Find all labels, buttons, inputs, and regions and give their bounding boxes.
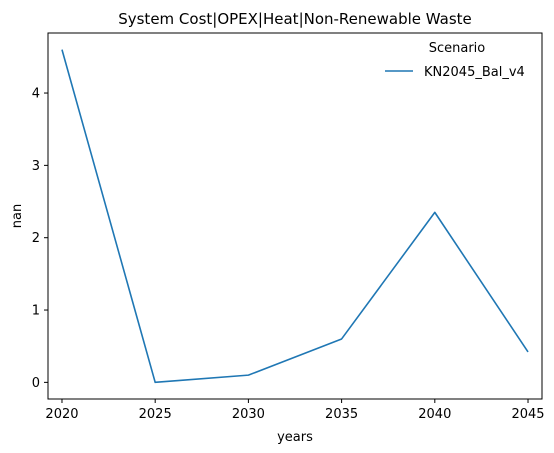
series-line-0 — [61, 49, 529, 384]
x-tick-label: 2030 — [232, 407, 265, 422]
y-tick-label: 2 — [32, 231, 40, 246]
plot-area — [47, 32, 543, 400]
x-axis-label: years — [277, 430, 313, 445]
x-axis: 2020 2025 2030 2035 2040 2045 — [45, 399, 545, 422]
x-tick-label: 2040 — [418, 407, 451, 422]
y-tick-label: 1 — [32, 304, 40, 319]
y-axis: 0 1 2 3 4 — [32, 87, 48, 391]
legend-entry: KN2045_Bal_v4 — [424, 65, 525, 80]
y-tick-label: 4 — [32, 87, 40, 102]
y-axis-label: nan — [10, 204, 25, 228]
x-tick-label: 2020 — [45, 407, 78, 422]
chart-title: System Cost|OPEX|Heat|Non-Renewable Wast… — [118, 10, 472, 28]
legend: Scenario KN2045_Bal_v4 — [385, 41, 525, 80]
y-tick-label: 3 — [32, 159, 40, 174]
series-layer — [61, 49, 529, 384]
x-tick-label: 2035 — [325, 407, 358, 422]
x-tick-label: 2045 — [511, 407, 544, 422]
x-tick-label: 2025 — [139, 407, 172, 422]
y-tick-label: 0 — [32, 376, 40, 391]
legend-title: Scenario — [429, 41, 486, 56]
